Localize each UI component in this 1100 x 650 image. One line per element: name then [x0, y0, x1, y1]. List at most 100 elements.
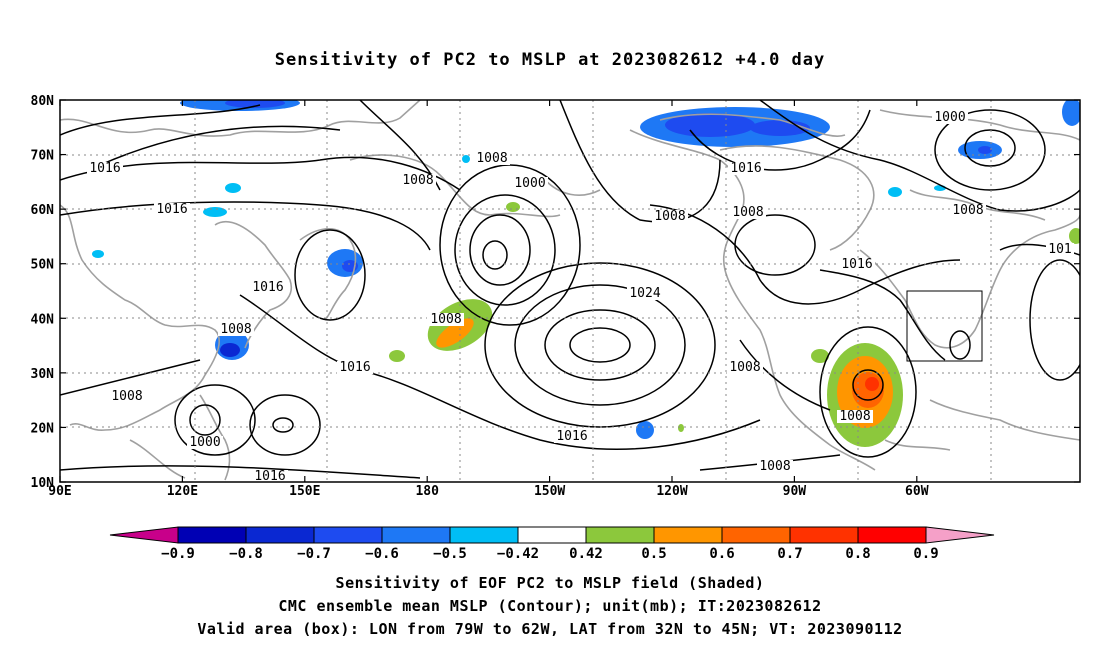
caption-contour: CMC ensemble mean MSLP (Contour); unit(m… — [278, 597, 822, 615]
contour-label: 1016 — [254, 469, 285, 484]
lat-label: 20N — [31, 421, 55, 436]
valid-area-box — [906, 290, 983, 362]
contour-label: 1008 — [430, 312, 461, 327]
contour-label: 1008 — [759, 459, 790, 474]
colorbar-label: 0.42 — [569, 546, 603, 562]
colorbar-segment — [517, 526, 587, 544]
contour-label: 1008 — [729, 360, 760, 375]
contour-label-bg — [512, 177, 548, 190]
caption-valid-area: Valid area (box): LON from 79W to 62W, L… — [197, 620, 903, 638]
contour-label: 1024 — [629, 286, 660, 301]
map-frame — [59, 99, 1081, 483]
lon-label: 90W — [783, 484, 807, 499]
lat-label: 60N — [31, 203, 55, 218]
colorbar: −0.9 −0.8 −0.7 −0.6 −0.5 −0.42 0.42 0.5 0.6 0.7 0.… — [109, 526, 995, 562]
contour-label: 1008 — [839, 409, 870, 424]
contour-label-bg — [554, 430, 590, 443]
contour-label: 1008 — [402, 173, 433, 188]
contour-label-bg — [932, 111, 968, 124]
colorbar-segment — [449, 526, 519, 544]
contour-label: 1000 — [189, 435, 220, 450]
contour-label-bg — [757, 460, 793, 473]
colorbar-label: −0.9 — [161, 546, 195, 562]
colorbar-label: 0.9 — [913, 546, 938, 562]
lon-label: 150E — [289, 484, 320, 499]
contour-label: 1016 — [89, 161, 120, 176]
contour-label-bg — [839, 258, 875, 271]
contour-label-bg — [337, 361, 373, 374]
contour-label: 101 — [1048, 242, 1071, 257]
contour-label-bg — [727, 361, 763, 374]
contour-label-bg — [837, 410, 873, 423]
contour-label-bg — [627, 287, 663, 300]
contour-label: 1008 — [476, 151, 507, 166]
lat-label: 70N — [31, 149, 55, 164]
contour-label: 1016 — [252, 280, 283, 295]
contour-label: 1016 — [556, 429, 587, 444]
caption-shading: Sensitivity of EOF PC2 to MSLP field (Sh… — [335, 574, 765, 592]
colorbar-segment — [585, 526, 655, 544]
colorbar-segment — [789, 526, 859, 544]
latitude-labels: 80N 70N 60N 50N 40N 30N 20N 10N — [31, 94, 55, 491]
contour-label-bg — [428, 313, 464, 326]
lat-label: 10N — [31, 476, 55, 491]
lon-label: 120W — [656, 484, 687, 499]
contour-label-bg — [87, 162, 123, 175]
colorbar-label: −0.5 — [433, 546, 467, 562]
colorbar-label: 0.7 — [777, 546, 802, 562]
lon-label: 60W — [905, 484, 929, 499]
contour-label-bg — [187, 436, 223, 449]
colorbar-label: 0.5 — [641, 546, 666, 562]
lat-label: 80N — [31, 94, 55, 109]
contour-labels: 1016 1008 1008 1000 1016 1016 1016 1008 1016 1000… — [87, 110, 1074, 484]
contour-label-bg — [109, 390, 145, 403]
contour-label: 1016 — [841, 257, 872, 272]
chart-title: Sensitivity of PC2 to MSLP at 2023082612… — [274, 50, 826, 70]
contour-label: 1016 — [339, 360, 370, 375]
lon-label: 150W — [534, 484, 565, 499]
colorbar-label: −0.42 — [497, 546, 539, 562]
colorbar-label: −0.8 — [229, 546, 263, 562]
contour-label: 1008 — [654, 209, 685, 224]
colorbar-segment — [313, 526, 383, 544]
contour-label-bg — [1046, 243, 1074, 256]
colorbar-segment — [177, 526, 247, 544]
contour-label: 1008 — [952, 203, 983, 218]
lat-label: 50N — [31, 258, 55, 273]
lat-label: 30N — [31, 367, 55, 382]
colorbar-arrow-high — [925, 526, 995, 544]
contour-label: 1016 — [156, 202, 187, 217]
lon-label: 90E — [48, 484, 71, 499]
contour-label: 1000 — [514, 176, 545, 191]
contour-label-bg — [218, 323, 254, 336]
contour-label-bg — [950, 204, 986, 217]
contour-label: 1008 — [111, 389, 142, 404]
contour-label-bg — [154, 203, 190, 216]
lat-label: 40N — [31, 312, 55, 327]
colorbar-label: −0.6 — [365, 546, 399, 562]
contour-label-bg — [400, 174, 436, 187]
contour-label: 1008 — [732, 205, 763, 220]
lon-label: 120E — [167, 484, 198, 499]
colorbar-segment — [245, 526, 315, 544]
contour-label-bg — [474, 152, 510, 165]
colorbar-arrow-low — [109, 526, 179, 544]
contour-label-bg — [730, 206, 766, 219]
colorbar-label: 0.8 — [845, 546, 870, 562]
lon-label: 180 — [415, 484, 439, 499]
colorbar-label: 0.6 — [709, 546, 734, 562]
colorbar-segment — [721, 526, 791, 544]
contour-label-bg — [252, 470, 288, 483]
colorbar-segment — [857, 526, 927, 544]
colorbar-label: −0.7 — [297, 546, 331, 562]
contour-label: 1016 — [730, 161, 761, 176]
colorbar-segment — [653, 526, 723, 544]
axis-ticks — [59, 99, 1080, 483]
contour-label-bg — [250, 281, 286, 294]
contour-label: 1008 — [220, 322, 251, 337]
contour-label-bg — [652, 210, 688, 223]
contour-label-bg — [728, 162, 764, 175]
contour-label: 1000 — [934, 110, 965, 125]
longitude-labels: 90E 120E 150E 180 150W 120W 90W 60W — [48, 484, 928, 499]
